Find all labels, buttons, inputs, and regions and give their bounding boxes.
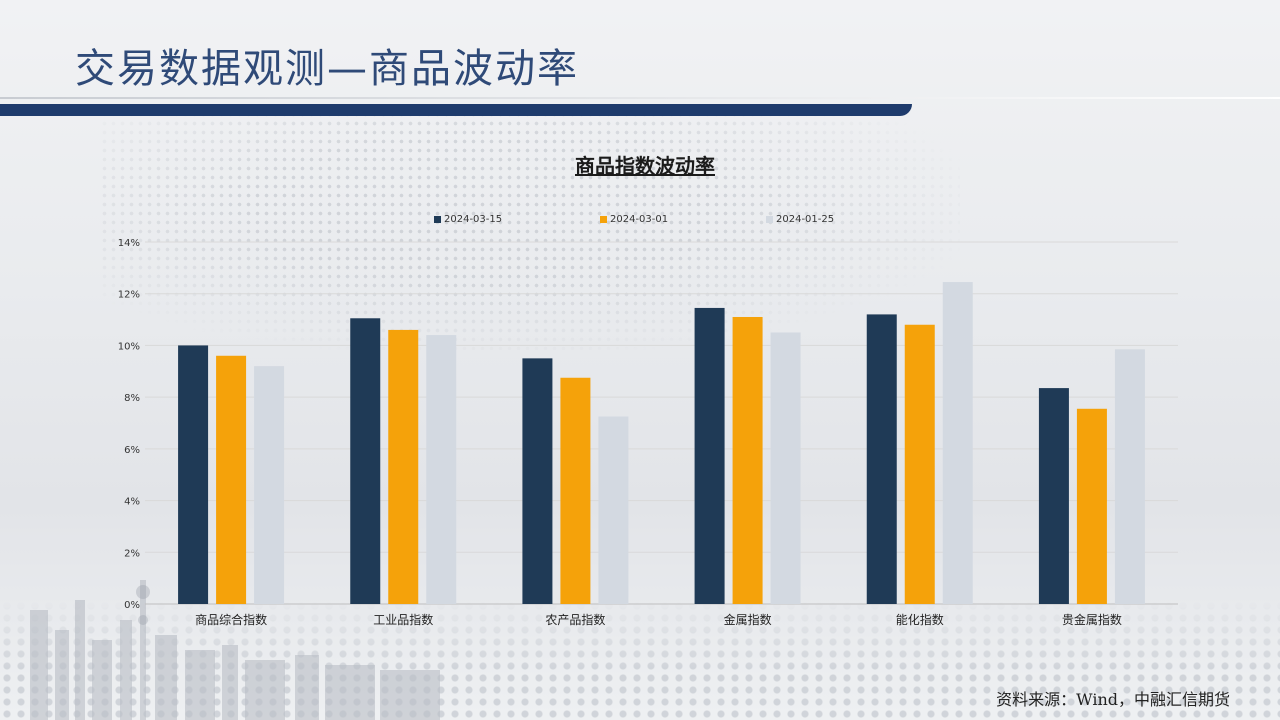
y-tick-label: 2% — [124, 548, 140, 559]
bar-2 — [388, 329, 419, 604]
y-tick-label: 0% — [124, 600, 140, 611]
background-dot-pattern — [0, 600, 1280, 720]
bar-2 — [216, 355, 247, 604]
y-tick-label: 12% — [118, 290, 140, 301]
legend-item-series-3: 2024-01-25 — [766, 214, 834, 225]
x-category-label: 金属指数 — [724, 612, 772, 627]
bar-1 — [1038, 388, 1069, 604]
bar-3 — [770, 332, 801, 604]
bar-2 — [904, 324, 935, 604]
x-category-label: 工业品指数 — [373, 612, 433, 627]
x-category-label: 商品综合指数 — [195, 612, 267, 627]
legend-label-series-3: 2024-01-25 — [776, 214, 835, 225]
y-tick-label: 4% — [124, 497, 140, 508]
bar-3 — [426, 335, 457, 604]
slide-title: 交易数据观测—商品波动率 — [75, 46, 579, 92]
legend-label-series-1: 2024-03-15 — [444, 214, 503, 225]
bar-2 — [560, 377, 591, 604]
source-note: 资料来源：Wind，中融汇信期货 — [996, 690, 1230, 709]
bar-1 — [694, 307, 725, 604]
bar-2 — [732, 316, 763, 604]
bar-3 — [1114, 349, 1145, 604]
x-category-label: 能化指数 — [896, 612, 944, 627]
x-category-label: 贵金属指数 — [1062, 612, 1122, 627]
legend-swatch-series-3 — [766, 216, 773, 223]
bar-3 — [254, 366, 285, 604]
y-tick-label: 14% — [118, 238, 140, 249]
title-rule — [0, 97, 1280, 99]
x-category-label: 农产品指数 — [545, 612, 605, 627]
chart-title: 商品指数波动率 — [575, 154, 715, 178]
chart-legend: 2024-03-15 2024-03-01 2024-01-25 — [0, 214, 1280, 230]
y-tick-label: 8% — [124, 393, 140, 404]
y-tick-label: 10% — [118, 341, 140, 352]
legend-label-series-2: 2024-03-01 — [610, 214, 669, 225]
y-tick-label: 6% — [124, 445, 140, 456]
background-world-map-dots — [100, 110, 960, 350]
legend-swatch-series-1 — [434, 216, 441, 223]
bar-1 — [866, 314, 897, 604]
bar-1 — [178, 345, 209, 604]
legend-item-series-2: 2024-03-01 — [600, 214, 668, 225]
legend-swatch-series-2 — [600, 216, 607, 223]
bar-3 — [942, 282, 973, 604]
legend-item-series-1: 2024-03-15 — [434, 214, 502, 225]
bar-1 — [522, 358, 553, 604]
title-accent-bar — [0, 104, 912, 116]
bar-3 — [598, 416, 629, 604]
bar-1 — [350, 318, 381, 604]
bar-2 — [1076, 408, 1107, 604]
